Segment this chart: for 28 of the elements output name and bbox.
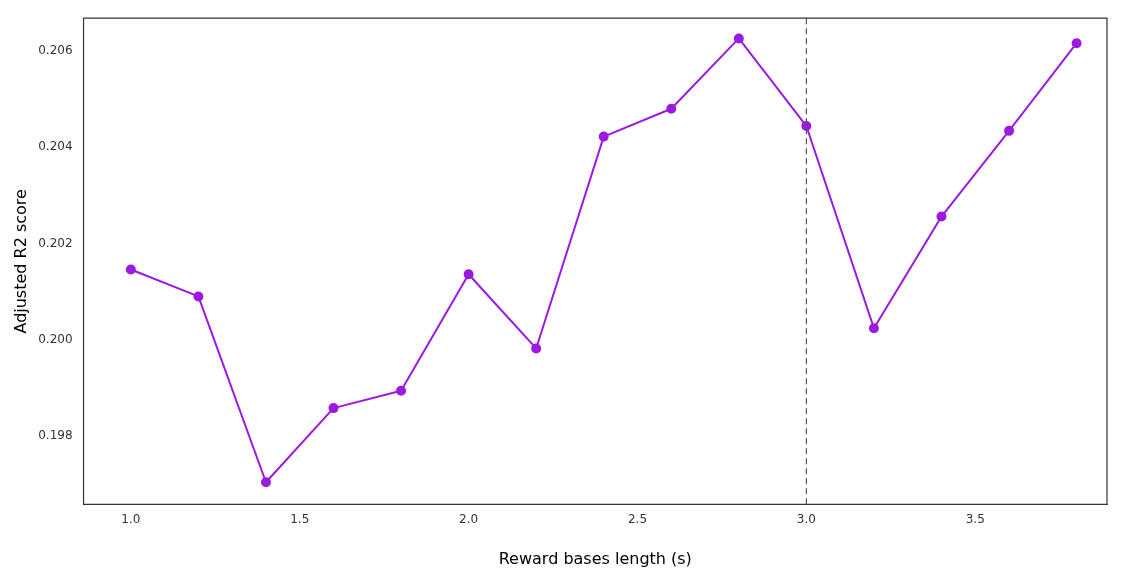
x-tick-label: 3.5 [965,511,985,526]
y-tick-label: 0.200 [38,331,73,346]
y-tick-label: 0.202 [38,235,73,250]
x-tick-label: 3.0 [796,511,816,526]
y-tick-label: 0.204 [38,139,73,154]
point [801,121,812,132]
x-tick-label: 2.0 [459,511,479,526]
point [666,103,677,114]
point [260,477,271,488]
point [463,269,474,280]
x-tick-label: 1.5 [290,511,310,526]
x-tick-label: 2.5 [627,511,648,526]
point [193,291,204,302]
point [733,33,744,44]
point [396,385,407,396]
point [936,211,947,222]
point [125,264,136,275]
y-tick-label: 0.198 [38,428,73,443]
point [531,343,542,354]
point [598,131,609,142]
x-axis-title: Reward bases length (s) [498,548,692,568]
point [1004,125,1015,136]
y-axis-title: Adjusted R2 score [10,189,30,334]
point [328,403,339,414]
y-tick-label: 0.206 [38,43,73,58]
point [1071,38,1082,49]
x-tick-label: 1.0 [121,511,141,526]
point [868,323,879,334]
